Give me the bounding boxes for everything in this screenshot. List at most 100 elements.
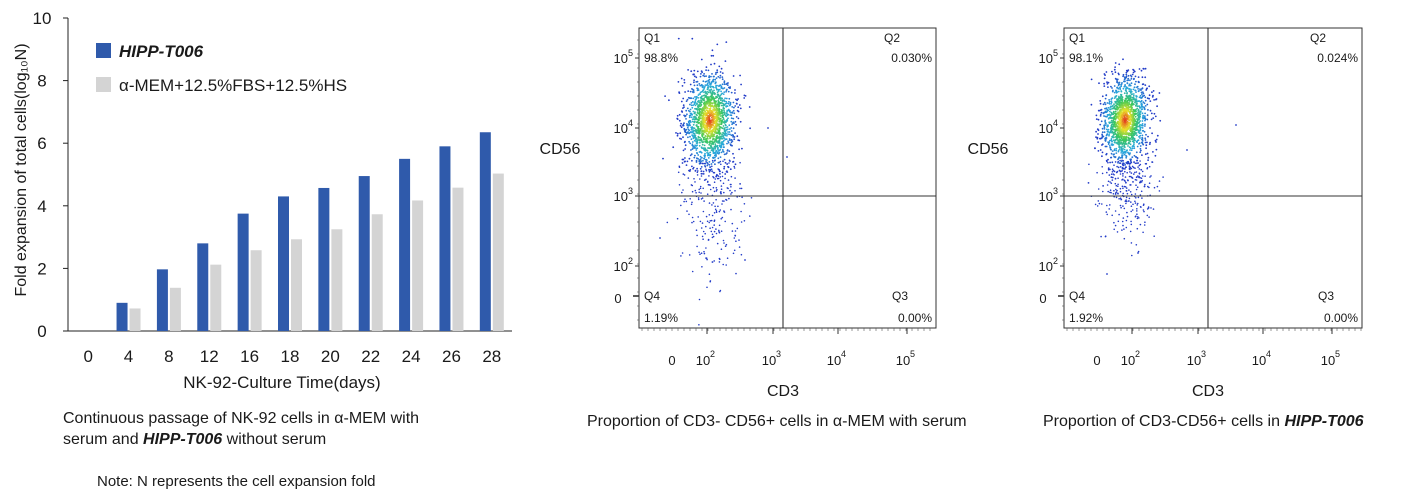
- flow-event-dot: [1144, 125, 1146, 127]
- flow-event-dot: [740, 187, 743, 190]
- flow-x-label: CD3: [1192, 383, 1224, 400]
- flow-event-dot: [1108, 208, 1110, 210]
- flow-event-dot: [1136, 107, 1139, 110]
- flow-event-dot: [1121, 102, 1124, 104]
- flow-event-dot: [1117, 185, 1119, 187]
- flow-event-dot: [684, 114, 687, 117]
- flow-event-dot: [702, 136, 705, 139]
- flow-event-dot: [703, 250, 705, 253]
- flow-event-dot: [1121, 142, 1124, 145]
- flow-event-dot: [733, 237, 736, 239]
- flow-event-dot: [681, 191, 683, 194]
- quadrant-q2-value: 0.030%: [891, 51, 932, 65]
- flow-event-dot: [706, 286, 708, 289]
- flow-event-dot: [1151, 91, 1153, 94]
- flow-event-dot: [1143, 68, 1145, 70]
- flow-event-dot: [714, 78, 717, 81]
- flow-event-dot: [700, 73, 702, 75]
- flow-y-tick-exponent: 5: [1053, 48, 1058, 58]
- flow-event-dot: [697, 216, 699, 218]
- flow-event-dot: [1118, 198, 1120, 200]
- bar-caption-line1: Continuous passage of NK-92 cells in α-M…: [63, 410, 420, 427]
- flow-event-dot: [708, 273, 711, 276]
- flow-event-dot: [1121, 82, 1123, 84]
- flow-event-dot: [1137, 76, 1140, 78]
- flow-event-dot: [704, 149, 707, 152]
- flow-plot-frame: [1063, 27, 1363, 329]
- flow-event-dot: [713, 171, 716, 174]
- flow-event-dot: [1148, 143, 1151, 146]
- flow-event-dot: [710, 98, 713, 101]
- flow-event-dot: [731, 230, 734, 232]
- flow-event-dot: [1124, 168, 1126, 170]
- flow-event-dot: [1124, 120, 1127, 123]
- flow-event-dot: [726, 128, 729, 131]
- flow-event-dot: [720, 121, 723, 123]
- flow-event-dot: [718, 132, 720, 134]
- flow-event-dot: [703, 87, 705, 90]
- bar-hipp: [197, 243, 209, 331]
- flow-event-dot: [1106, 81, 1108, 83]
- flow-event-dot: [1139, 88, 1141, 90]
- flow-event-dot: [685, 109, 688, 112]
- flow-event-dot: [716, 71, 719, 74]
- flow-event-dot: [1131, 120, 1134, 123]
- flow-y-tick-label: 10: [614, 121, 628, 136]
- bar-x-tick-label: 4: [124, 347, 133, 366]
- flow-event-dot: [1101, 172, 1104, 175]
- flow-event-dot: [696, 114, 698, 117]
- flow-event-dot: [1116, 78, 1118, 81]
- flow-event-dot: [732, 109, 735, 112]
- flow-event-dot: [721, 78, 724, 81]
- flow-event-dot: [1129, 79, 1131, 82]
- flow-event-dot: [724, 173, 727, 175]
- flow-event-dot: [1104, 137, 1106, 140]
- flow-event-dot: [705, 109, 708, 112]
- flow-event-dot: [699, 123, 702, 126]
- bar-caption: Continuous passage of NK-92 cells in α-M…: [63, 408, 419, 450]
- flow-event-dot: [1115, 188, 1117, 191]
- flow-event-dot: [716, 125, 718, 128]
- flow-event-dot: [1099, 113, 1102, 116]
- flow-event-dot: [722, 125, 725, 127]
- flow-event-dot: [1122, 129, 1124, 132]
- flow-event-dot: [1135, 155, 1137, 158]
- flow-event-dot: [723, 158, 726, 161]
- flow-event-dot: [686, 160, 689, 163]
- flow-event-dot: [711, 165, 713, 168]
- flow-event-dot: [693, 79, 695, 82]
- flow-event-dot: [1117, 87, 1120, 90]
- flow-event-dot: [1133, 119, 1136, 122]
- flow-event-dot: [1136, 121, 1138, 124]
- flow-event-dot: [721, 200, 724, 202]
- flow-event-dot: [1122, 109, 1125, 112]
- flow-event-dot: [701, 197, 704, 199]
- flow-event-dot: [716, 242, 719, 245]
- flow-event-dot: [723, 127, 726, 130]
- flow-event-dot: [1122, 75, 1124, 78]
- flow-event-dot: [1118, 73, 1120, 76]
- flow-x-tick-exponent: 4: [841, 349, 846, 359]
- flow-event-dot: [1122, 164, 1125, 167]
- flow-event-dot: [691, 201, 693, 204]
- flow-event-dot: [718, 84, 721, 87]
- flow-event-dot: [1121, 163, 1124, 165]
- flow-event-dot: [1114, 193, 1117, 195]
- flow-event-dot: [1128, 102, 1131, 104]
- flow-event-dot: [1117, 161, 1119, 164]
- flow-event-dot: [1139, 181, 1142, 184]
- flow-event-dot: [702, 116, 705, 118]
- flow-event-dot: [705, 100, 708, 103]
- flow-event-dot: [1123, 80, 1125, 83]
- flow-event-dot: [1147, 156, 1150, 159]
- flow-event-dot: [1139, 147, 1142, 150]
- flow-event-dot: [717, 146, 719, 149]
- flow-x-tick-exponent: 5: [1335, 349, 1340, 359]
- flow-event-dot: [729, 189, 731, 192]
- flow-event-dot: [722, 182, 725, 185]
- flow-event-dot: [715, 105, 718, 108]
- flow-event-dot: [733, 138, 736, 141]
- flow-event-dot: [1119, 204, 1122, 207]
- flow-event-dot: [729, 168, 732, 171]
- bar-x-tick-label: 20: [321, 347, 340, 366]
